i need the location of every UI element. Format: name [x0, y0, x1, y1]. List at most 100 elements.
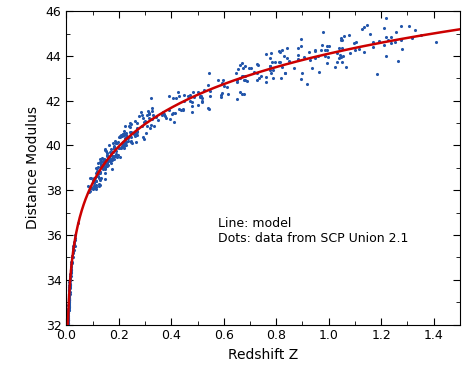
Point [92, 170, 100, 176]
Point [64, 320, 72, 326]
Point [173, 95, 180, 101]
Point [280, 53, 288, 59]
Point [340, 33, 348, 39]
Point [66, 277, 74, 283]
Point [64, 315, 72, 321]
Point [358, 26, 366, 32]
Point [339, 53, 346, 59]
Point [65, 284, 73, 290]
Point [219, 76, 227, 82]
Point [262, 51, 270, 57]
Point [323, 47, 330, 53]
Point [102, 163, 109, 169]
Point [64, 314, 72, 320]
Point [65, 293, 73, 299]
Point [297, 36, 304, 42]
Point [107, 149, 114, 155]
Point [109, 153, 116, 159]
Point [64, 317, 72, 323]
Point [114, 152, 121, 158]
Point [118, 144, 126, 150]
Point [64, 320, 72, 326]
Point [66, 277, 74, 283]
Point [255, 75, 263, 81]
Point [64, 307, 72, 313]
Point [254, 62, 262, 68]
Point [67, 269, 74, 275]
Point [319, 42, 326, 48]
Point [69, 250, 76, 256]
Point [102, 161, 109, 167]
Point [108, 166, 116, 172]
Point [108, 160, 115, 166]
Point [220, 83, 228, 89]
Point [169, 95, 176, 101]
Point [122, 130, 130, 136]
Point [110, 145, 118, 151]
Point [65, 296, 73, 302]
Point [65, 296, 73, 302]
Point [337, 54, 345, 60]
Point [96, 177, 103, 183]
Point [112, 140, 119, 146]
Point [130, 131, 138, 137]
Point [65, 291, 73, 297]
Point [98, 155, 106, 161]
Point [177, 107, 184, 113]
Point [128, 138, 135, 144]
Point [394, 58, 402, 64]
Point [104, 153, 111, 159]
Point [64, 320, 72, 326]
Point [66, 283, 74, 289]
Point [109, 140, 117, 146]
Point [240, 77, 248, 83]
Point [132, 139, 139, 145]
Point [103, 160, 111, 166]
Point [122, 139, 129, 145]
Point [234, 66, 242, 72]
Point [285, 58, 293, 64]
Point [69, 254, 76, 260]
Point [139, 115, 147, 120]
Point [127, 134, 135, 140]
Point [266, 63, 273, 69]
Point [397, 23, 405, 29]
Point [65, 294, 73, 300]
Point [257, 73, 265, 79]
Point [111, 138, 118, 144]
Point [99, 163, 106, 169]
Point [241, 91, 248, 97]
Point [160, 111, 167, 117]
Point [194, 102, 202, 108]
Point [84, 183, 92, 189]
Point [351, 47, 359, 53]
Point [107, 150, 115, 156]
Point [66, 277, 74, 283]
Point [64, 318, 72, 324]
Point [65, 288, 73, 294]
Point [267, 70, 275, 76]
Point [90, 186, 97, 192]
Point [115, 145, 122, 151]
Point [238, 73, 246, 79]
Point [324, 43, 331, 48]
Point [66, 276, 73, 282]
Point [138, 112, 146, 117]
Point [138, 123, 146, 129]
Point [70, 247, 77, 253]
Point [131, 119, 138, 125]
Point [91, 185, 98, 191]
Point [337, 37, 345, 43]
Point [65, 301, 73, 307]
Point [123, 132, 130, 138]
Point [323, 60, 330, 66]
Point [324, 54, 332, 60]
Point [276, 59, 284, 65]
Point [250, 69, 258, 75]
Point [65, 297, 73, 303]
Point [159, 109, 167, 115]
Point [360, 24, 367, 30]
Point [326, 43, 333, 48]
Point [432, 39, 440, 45]
Point [103, 163, 110, 169]
